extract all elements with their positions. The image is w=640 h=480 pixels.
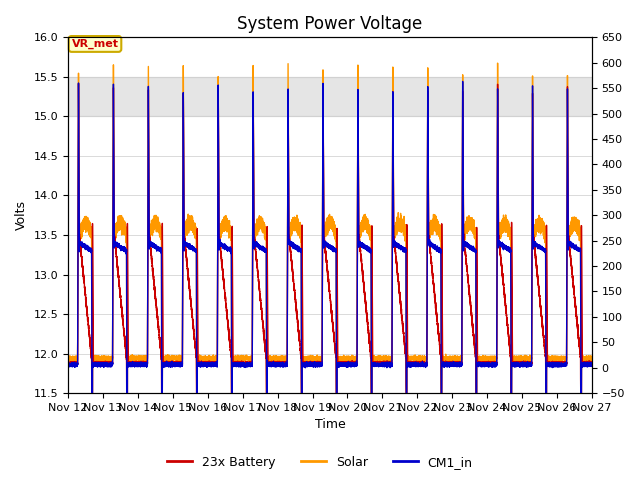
23x Battery bbox=[88, 390, 95, 396]
Title: System Power Voltage: System Power Voltage bbox=[237, 15, 422, 33]
CM1_in bbox=[195, 363, 202, 369]
CM1_in bbox=[439, 364, 447, 370]
Line: CM1_in: CM1_in bbox=[68, 82, 592, 393]
Line: 23x Battery: 23x Battery bbox=[68, 84, 592, 393]
Solar bbox=[401, 230, 408, 236]
Solar bbox=[88, 390, 95, 396]
Solar bbox=[195, 356, 202, 362]
CM1_in bbox=[459, 79, 467, 84]
Solar bbox=[381, 355, 388, 361]
Line: Solar: Solar bbox=[68, 63, 592, 393]
CM1_in bbox=[588, 362, 596, 368]
23x Battery bbox=[381, 360, 388, 366]
23x Battery bbox=[588, 360, 596, 366]
23x Battery bbox=[64, 361, 72, 367]
CM1_in bbox=[312, 362, 319, 368]
X-axis label: Time: Time bbox=[315, 419, 346, 432]
23x Battery bbox=[401, 338, 408, 344]
23x Battery bbox=[439, 359, 447, 365]
CM1_in bbox=[88, 390, 96, 396]
CM1_in bbox=[401, 246, 408, 252]
Bar bbox=[68, 77, 592, 116]
Solar bbox=[64, 355, 72, 361]
CM1_in bbox=[64, 362, 72, 368]
23x Battery bbox=[312, 360, 320, 366]
Solar bbox=[588, 357, 596, 363]
Text: VR_met: VR_met bbox=[72, 39, 118, 49]
Y-axis label: Volts: Volts bbox=[15, 200, 28, 230]
Solar bbox=[312, 356, 319, 362]
Solar bbox=[439, 357, 447, 363]
Legend: 23x Battery, Solar, CM1_in: 23x Battery, Solar, CM1_in bbox=[163, 451, 477, 474]
23x Battery bbox=[75, 81, 83, 86]
CM1_in bbox=[554, 362, 562, 368]
CM1_in bbox=[381, 362, 388, 368]
Solar bbox=[554, 357, 562, 362]
23x Battery bbox=[554, 360, 562, 366]
Solar bbox=[494, 60, 502, 66]
23x Battery bbox=[195, 360, 202, 366]
